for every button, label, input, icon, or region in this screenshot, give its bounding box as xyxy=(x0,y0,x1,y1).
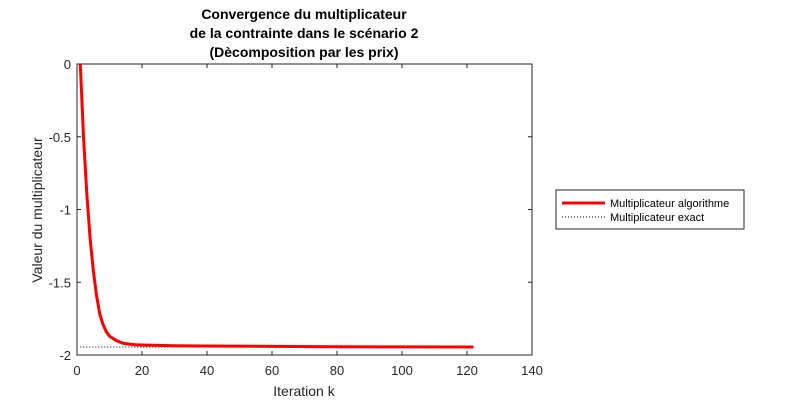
legend-label-exact: Multiplicateur exact xyxy=(610,212,704,224)
legend: Multiplicateur algorithme Multiplicateur… xyxy=(555,189,745,230)
x-tick-label: 80 xyxy=(330,363,344,378)
y-tick-label: 0 xyxy=(64,57,71,72)
x-tick-label: 40 xyxy=(200,363,214,378)
y-tick-label: -0.5 xyxy=(49,130,71,145)
legend-label-algorithme: Multiplicateur algorithme xyxy=(610,198,729,210)
x-tick-label: 100 xyxy=(391,363,413,378)
x-tick-label: 0 xyxy=(73,363,80,378)
x-tick-label: 140 xyxy=(521,363,543,378)
legend-box xyxy=(555,189,745,230)
series-line-algorithme xyxy=(78,63,474,349)
y-tick-label: -1 xyxy=(59,203,71,218)
tick-layer: 0 20 40 60 80 100 120 140 0 -0.5 -1 -1.5 -2 xyxy=(49,57,543,378)
title-line-2: de la contrainte dans le scénario 2 xyxy=(190,25,419,41)
title-line-1: Convergence du multiplicateur xyxy=(201,6,407,22)
x-axis-label: Iteration k xyxy=(273,383,335,399)
chart-title: Convergence du multiplicateur de la cont… xyxy=(190,6,419,60)
y-tick-label: -2 xyxy=(59,348,71,363)
y-tick-label: -1.5 xyxy=(49,275,71,290)
title-line-3: (Dècomposition par les prix) xyxy=(209,44,398,60)
x-tick-label: 120 xyxy=(456,363,478,378)
y-axis-label: Valeur du multiplicateur xyxy=(29,137,45,283)
series-layer xyxy=(78,63,474,349)
plot-area xyxy=(76,63,533,356)
x-tick-label: 60 xyxy=(265,363,279,378)
x-tick-label: 20 xyxy=(135,363,149,378)
